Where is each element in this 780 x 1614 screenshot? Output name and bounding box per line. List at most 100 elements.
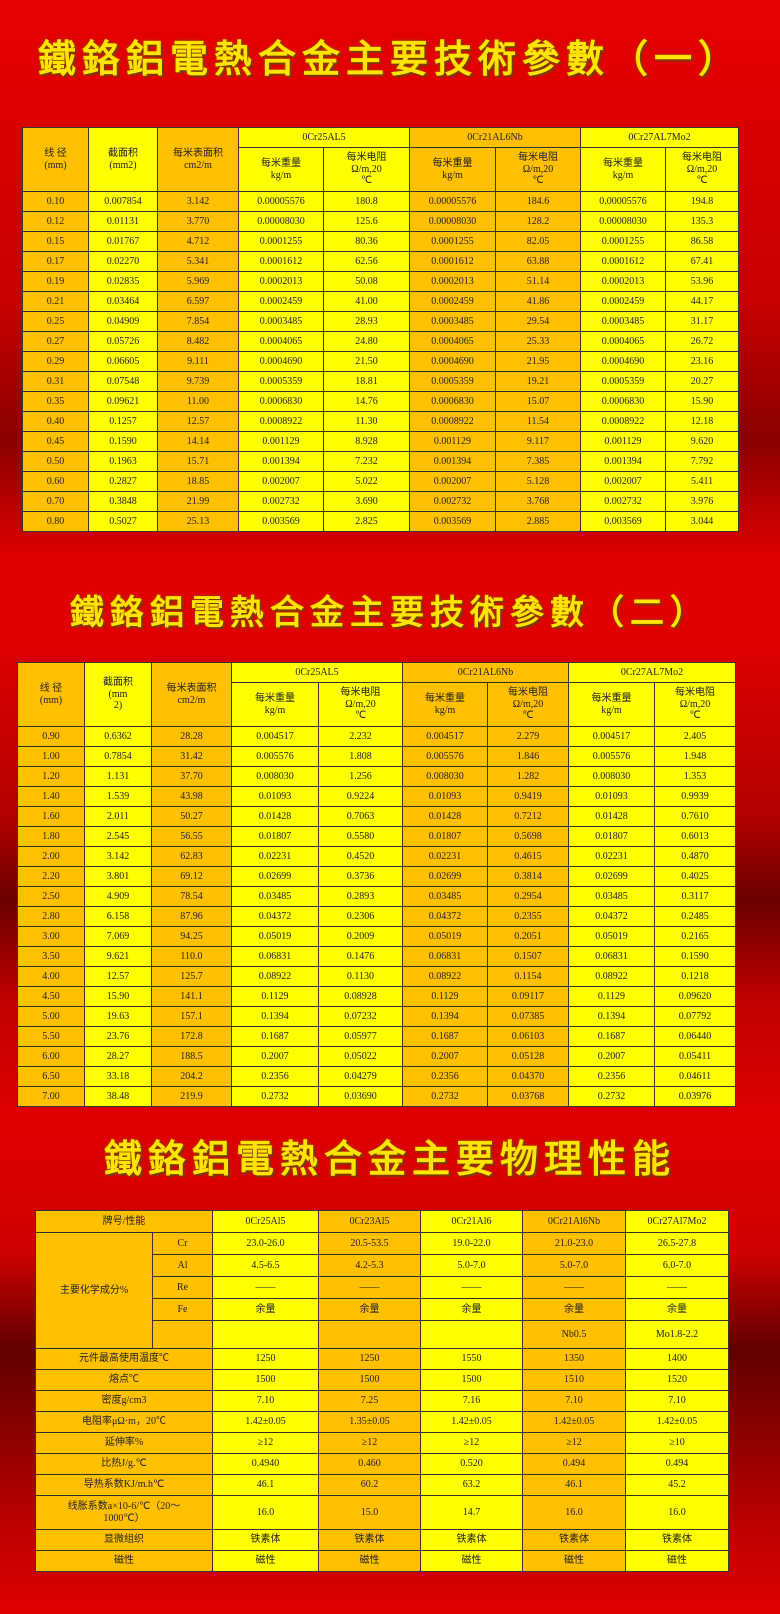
element-label: Cr bbox=[152, 1232, 213, 1255]
table-row: 3.00 7.069 94.25 0.05019 0.2009 0.05019 0.2051… bbox=[17, 926, 737, 947]
table-cell: 0.2485 bbox=[653, 906, 737, 927]
table-cell: 0.460 bbox=[318, 1453, 421, 1475]
table-cell: 12.18 bbox=[664, 411, 740, 432]
table-cell: 余量 bbox=[318, 1298, 421, 1321]
property-label: 电阻率μΩ·m，20℃ bbox=[35, 1411, 213, 1433]
table-cell: 0.2732 bbox=[402, 1086, 488, 1107]
table-cell: —— bbox=[522, 1276, 626, 1299]
table-row: 2.50 4.909 78.54 0.03485 0.2893 0.03485 0.2954… bbox=[17, 886, 737, 907]
table-cell: 1400 bbox=[625, 1348, 729, 1370]
table-cell: 0.05411 bbox=[653, 1046, 737, 1067]
table-cell: 7.069 bbox=[84, 926, 152, 947]
table-cell: 0.005576 bbox=[402, 746, 488, 767]
table-cell: 3.142 bbox=[84, 846, 152, 867]
table-cell: 1500 bbox=[318, 1369, 421, 1391]
table-cell: 18.81 bbox=[323, 371, 410, 392]
table-cell: 1520 bbox=[625, 1369, 729, 1391]
title-physical-properties: 鐵鉻鋁電熱合金主要物理性能 bbox=[103, 1136, 676, 1181]
table-cell: 0.494 bbox=[625, 1453, 729, 1475]
table-cell: 7.10 bbox=[522, 1390, 626, 1412]
table-cell: 3.00 bbox=[17, 926, 85, 947]
column-subheader: 每米重量 kg/m bbox=[409, 147, 496, 192]
table-cell: 0.4940 bbox=[212, 1453, 319, 1475]
table-cell: 3.142 bbox=[157, 191, 239, 212]
table-cell: 0.09621 bbox=[88, 391, 158, 412]
table-cell: 0.0001255 bbox=[580, 231, 666, 252]
table-cell: 0.003569 bbox=[238, 511, 324, 532]
table-cell: 1.80 bbox=[17, 826, 85, 847]
table-cell: 0.1218 bbox=[653, 966, 737, 987]
table-cell: 0.01428 bbox=[402, 806, 488, 827]
table-cell: 0.0008922 bbox=[238, 411, 324, 432]
table-cell: 125.6 bbox=[323, 211, 410, 232]
table-cell: 0.0002459 bbox=[238, 291, 324, 312]
table-row: 0.45 0.1590 14.14 0.001129 8.928 0.001129 9.11… bbox=[22, 431, 740, 452]
table-cell: 0.04372 bbox=[568, 906, 655, 927]
table-cell: 7.25 bbox=[318, 1390, 421, 1412]
table-cell: 0.7610 bbox=[653, 806, 737, 827]
table-row: 磁性 磁性 磁性 磁性 磁性 磁性 bbox=[35, 1550, 729, 1572]
table-cell: 1350 bbox=[522, 1348, 626, 1370]
table-cell: 2.80 bbox=[17, 906, 85, 927]
title-technical-params-2: 鐵鉻鋁電熱合金主要技術參數（二） bbox=[70, 593, 710, 633]
table-cell: 0.001394 bbox=[238, 451, 324, 472]
table-cell: 1.35±0.05 bbox=[318, 1411, 421, 1433]
table-cell: 0.002007 bbox=[580, 471, 666, 492]
property-label: 线胀系数a×10-6/℃（20～ 1000℃） bbox=[35, 1495, 213, 1530]
table-cell: 0.5698 bbox=[487, 826, 569, 847]
table-cell: ≥12 bbox=[318, 1432, 421, 1454]
table-cell: 46.1 bbox=[212, 1474, 319, 1496]
table-cell: 磁性 bbox=[318, 1550, 421, 1572]
column-subheader: 每米重量 kg/m bbox=[231, 682, 319, 727]
table-cell: 7.385 bbox=[495, 451, 581, 472]
table-cell: 7.10 bbox=[212, 1390, 319, 1412]
table-row: 0.60 0.2827 18.85 0.002007 5.022 0.002007 5.12… bbox=[22, 471, 740, 492]
table-cell: 11.00 bbox=[157, 391, 239, 412]
table-cell: 53.96 bbox=[664, 271, 740, 292]
table-cell: 0.15 bbox=[22, 231, 89, 252]
table-cell: 0.002007 bbox=[409, 471, 496, 492]
table-cell: 4.909 bbox=[84, 886, 152, 907]
table-cell: 0.2732 bbox=[568, 1086, 655, 1107]
table-cell: 7.854 bbox=[157, 311, 239, 332]
table-row: 2.20 3.801 69.12 0.02699 0.3736 0.02699 0.3814… bbox=[17, 866, 737, 887]
table-cell: 0.2007 bbox=[568, 1046, 655, 1067]
table-cell: 0.0004690 bbox=[238, 351, 324, 372]
table-cell: 0.01767 bbox=[88, 231, 158, 252]
table-cell: 0.2165 bbox=[653, 926, 737, 947]
column-subheader: 每米重量 kg/m bbox=[238, 147, 324, 192]
table-cell: 0.007854 bbox=[88, 191, 158, 212]
table-cell: 0.00008030 bbox=[238, 211, 324, 232]
table-cell: 0.02231 bbox=[402, 846, 488, 867]
table-cell: 0.2355 bbox=[487, 906, 569, 927]
table-cell: 0.7854 bbox=[84, 746, 152, 767]
table-row: 电阻率μΩ·m，20℃ 1.42±0.05 1.35±0.05 1.42±0.05 1.… bbox=[35, 1411, 729, 1433]
table-cell: 8.482 bbox=[157, 331, 239, 352]
table-cell: ≥12 bbox=[522, 1432, 626, 1454]
table-cell: 2.011 bbox=[84, 806, 152, 827]
table-cell: 0.002732 bbox=[580, 491, 666, 512]
table-cell: 3.50 bbox=[17, 946, 85, 967]
table-cell: 0.05019 bbox=[231, 926, 319, 947]
table-cell: 0.07548 bbox=[88, 371, 158, 392]
table-cell: 0.0004065 bbox=[238, 331, 324, 352]
table-cell: 0.1476 bbox=[318, 946, 403, 967]
table-cell: 0.2007 bbox=[402, 1046, 488, 1067]
table-row: 元件最高使用温度℃ 1250 1250 1550 1350 1400 bbox=[35, 1348, 729, 1370]
table-cell: 94.25 bbox=[151, 926, 232, 947]
table-cell: 28.28 bbox=[151, 726, 232, 747]
table-cell: 2.00 bbox=[17, 846, 85, 867]
table-cell: 5.0-7.0 bbox=[522, 1254, 626, 1277]
column-header: 线 径 (mm) bbox=[22, 127, 89, 192]
table-cell: 0.005576 bbox=[568, 746, 655, 767]
column-subheader: 每米重量 kg/m bbox=[402, 682, 488, 727]
table-cell: 25.13 bbox=[157, 511, 239, 532]
table-cell: 62.83 bbox=[151, 846, 232, 867]
table-row: 显微组织 铁素体 铁素体 铁素体 铁素体 铁素体 bbox=[35, 1529, 729, 1551]
table-cell: 1.256 bbox=[318, 766, 403, 787]
table-cell: 0.06103 bbox=[487, 1026, 569, 1047]
table-cell: 0.01093 bbox=[568, 786, 655, 807]
table-cell: 1550 bbox=[420, 1348, 523, 1370]
table-cell: 0.35 bbox=[22, 391, 89, 412]
table-cell: 0.0002459 bbox=[580, 291, 666, 312]
